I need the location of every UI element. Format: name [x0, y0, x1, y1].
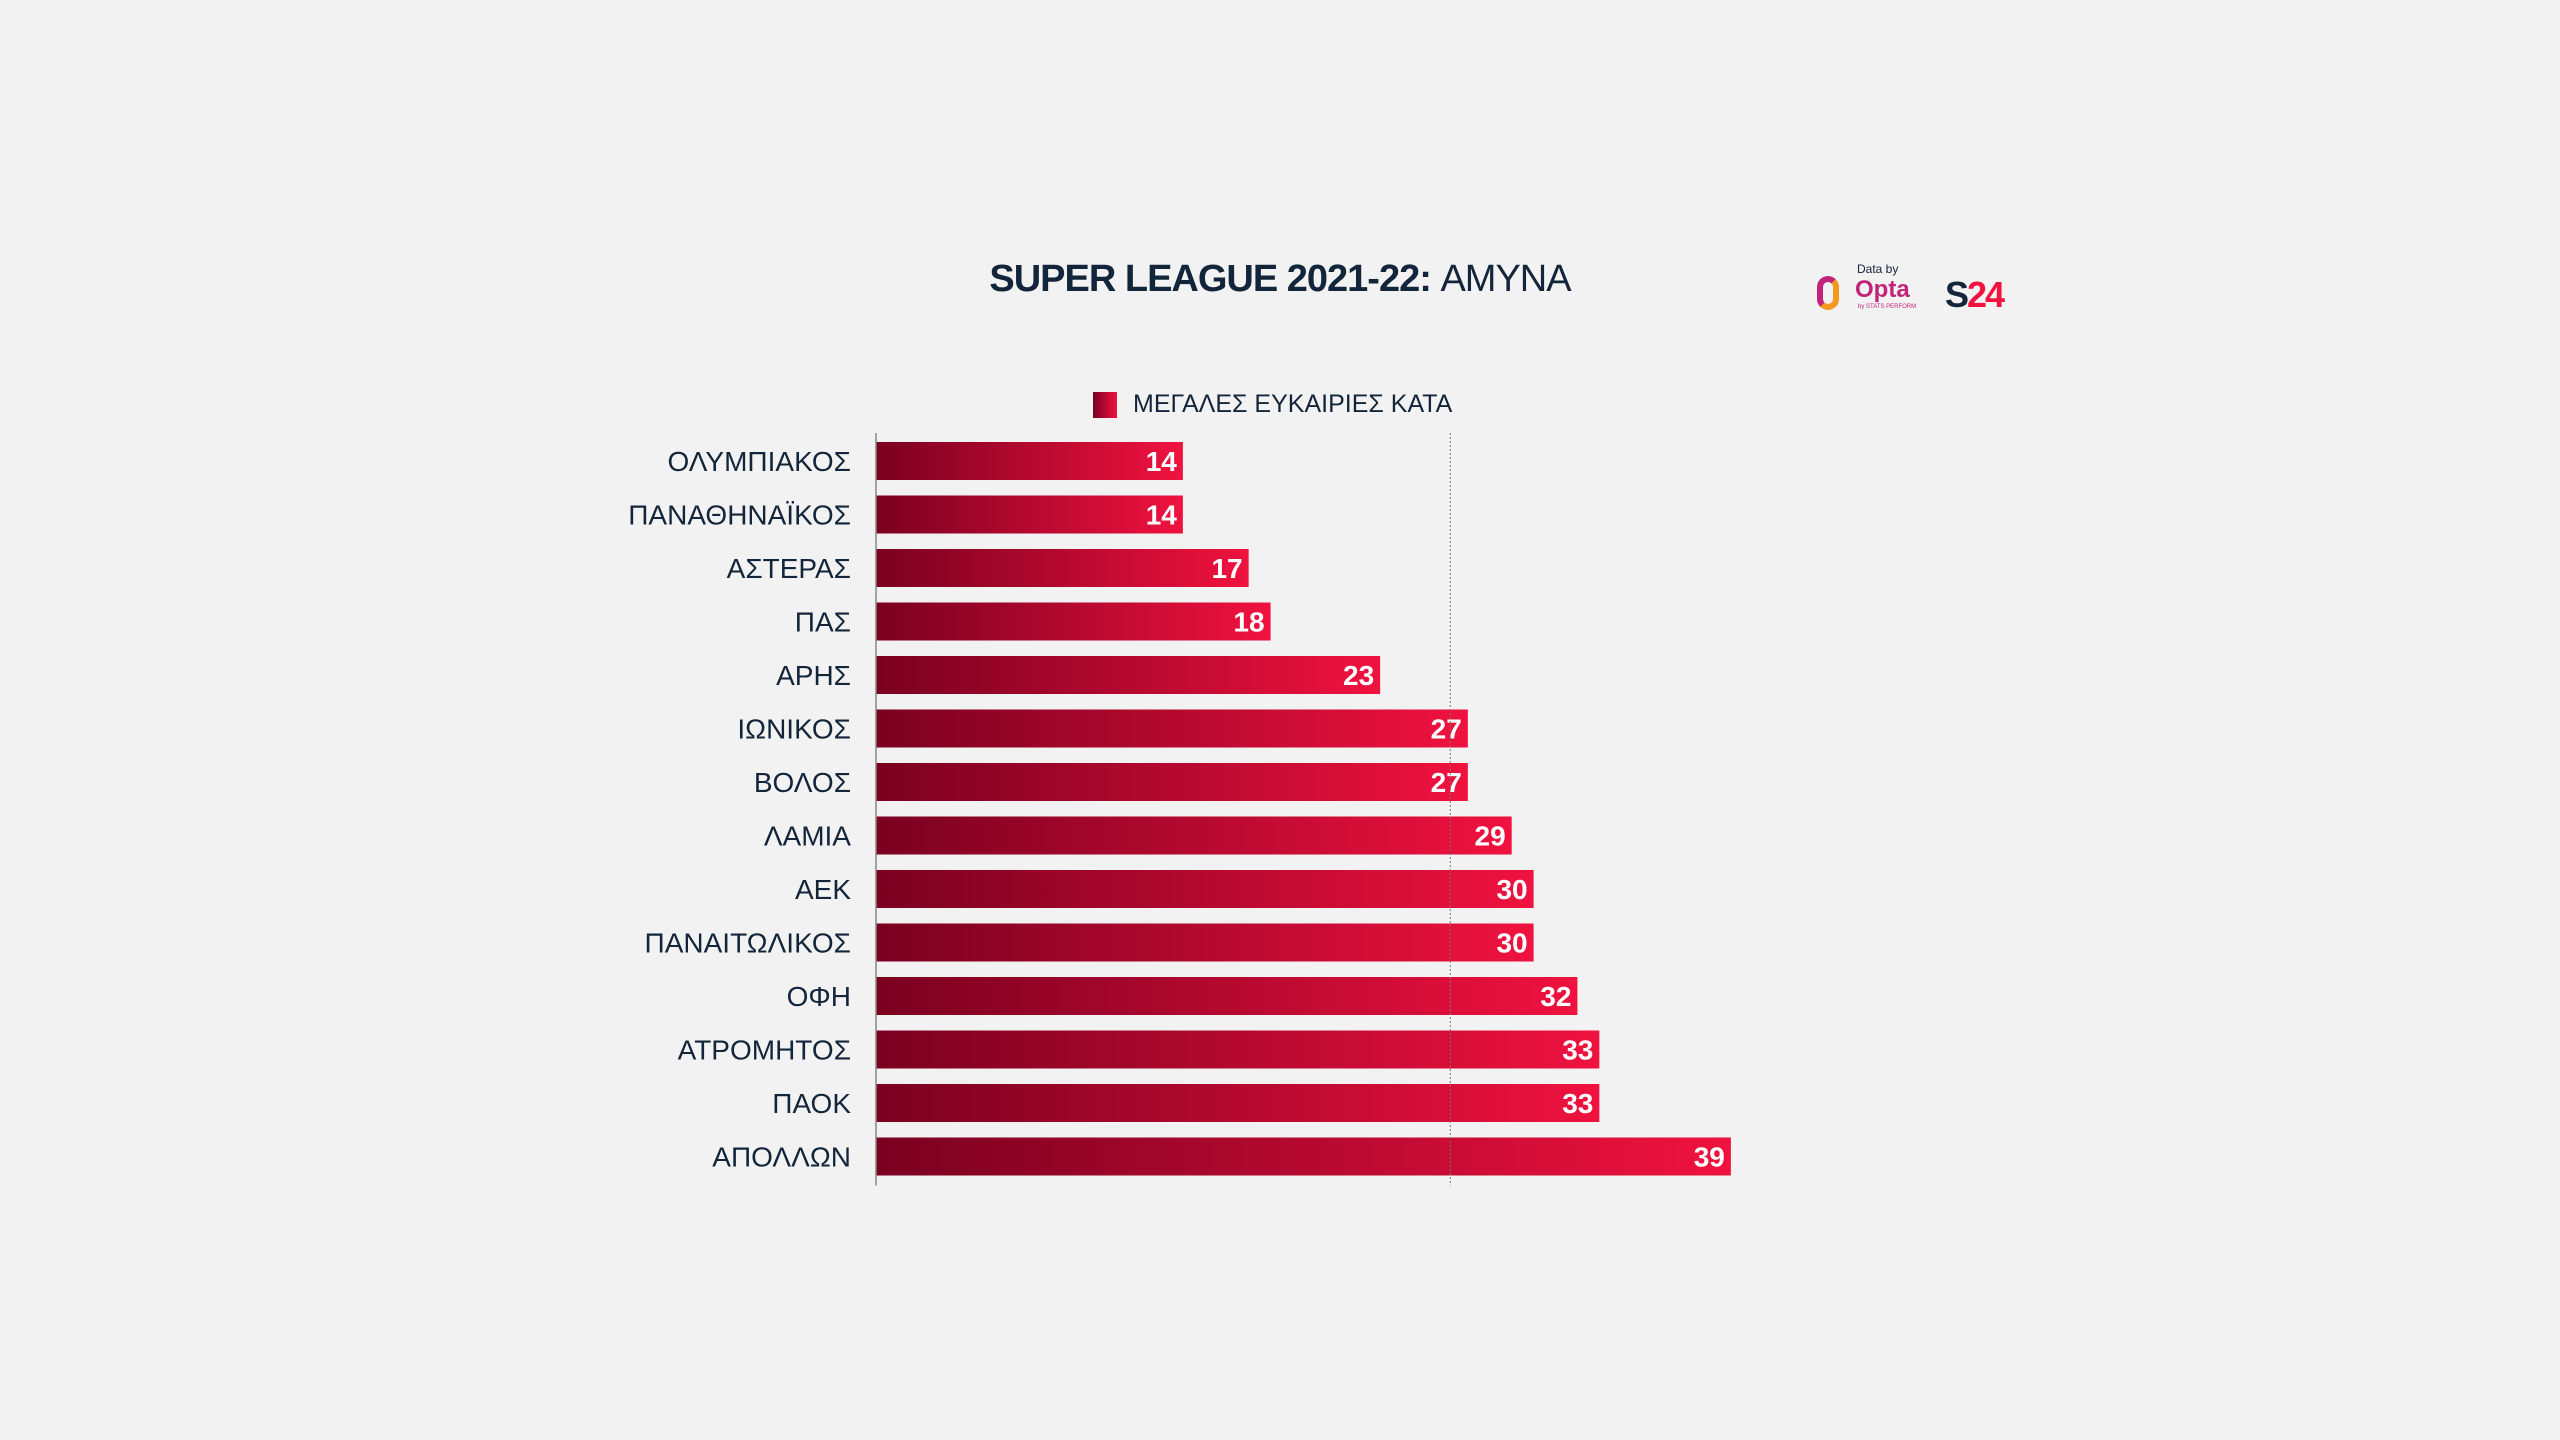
value-label: 27 [1431, 714, 1462, 745]
bar [876, 495, 1183, 534]
category-label: ΑΤΡΟΜΗΤΟΣ [678, 1035, 851, 1066]
title-bold: SUPER LEAGUE 2021-22: [989, 258, 1431, 300]
data-by-label: Data by [1857, 262, 1899, 276]
title-light: ΑΜΥΝΑ [1440, 258, 1571, 300]
value-label: 23 [1343, 660, 1374, 691]
bar [876, 977, 1578, 1015]
category-label: ΠΑΝΑΙΤΩΛΙΚΟΣ [645, 928, 852, 959]
value-label: 30 [1496, 928, 1527, 959]
category-label: ΟΦΗ [787, 981, 851, 1012]
category-label: ΑΡΗΣ [776, 660, 851, 691]
bar [876, 923, 1534, 962]
legend-label: ΜΕΓΑΛΕΣ ΕΥΚΑΙΡΙΕΣ ΚΑΤΑ [1133, 390, 1453, 418]
category-label: ΒΟΛΟΣ [754, 767, 851, 798]
logos: Data by Opta by STATS PERFORM S24 [1815, 262, 2045, 318]
category-label: ΑΠΟΛΛΩΝ [712, 1142, 851, 1173]
bar [876, 1084, 1600, 1122]
value-label: 14 [1146, 500, 1178, 531]
bar [876, 656, 1381, 694]
value-label: 27 [1431, 767, 1462, 798]
category-label: ΙΩΝΙΚΟΣ [737, 714, 851, 745]
opta-logo-icon [1817, 276, 1839, 310]
category-label: ΠΑΣ [795, 607, 851, 638]
category-label: ΛΑΜΙΑ [764, 821, 851, 852]
value-label: 30 [1496, 874, 1527, 905]
value-label: 33 [1562, 1088, 1593, 1119]
category-label: ΑΕΚ [795, 874, 851, 905]
s24-logo-24: 24 [1967, 274, 2005, 315]
category-label: ΟΛΥΜΠΙΑΚΟΣ [668, 446, 851, 477]
chart-title: SUPER LEAGUE 2021-22: ΑΜΥΝΑ [0, 258, 2560, 301]
bar [876, 442, 1183, 480]
value-label: 17 [1211, 553, 1242, 584]
value-label: 18 [1233, 607, 1264, 638]
category-label: ΑΣΤΕΡΑΣ [727, 553, 851, 584]
category-label: ΠΑΟΚ [772, 1088, 851, 1119]
s24-logo: S24 [1945, 274, 2005, 316]
value-label: 29 [1475, 821, 1506, 852]
bar [876, 816, 1512, 855]
bar [876, 602, 1271, 641]
category-label: ΠΑΝΑΘΗΝΑΪΚΟΣ [628, 500, 851, 531]
opta-sub-text: by STATS PERFORM [1858, 304, 1917, 310]
bar [876, 709, 1468, 748]
s24-logo-s: S [1945, 274, 1969, 315]
value-label: 33 [1562, 1035, 1593, 1066]
value-label: 14 [1146, 446, 1178, 477]
bar [876, 870, 1534, 908]
value-label: 32 [1540, 981, 1571, 1012]
bar [876, 1137, 1731, 1176]
value-label: 39 [1694, 1142, 1725, 1173]
bar [876, 763, 1468, 801]
legend-swatch [1093, 391, 1117, 418]
bar [876, 549, 1249, 587]
legend: ΜΕΓΑΛΕΣ ΕΥΚΑΙΡΙΕΣ ΚΑΤΑ [1093, 390, 1452, 419]
bar [876, 1030, 1600, 1069]
opta-logo-text: Opta [1855, 276, 1910, 303]
